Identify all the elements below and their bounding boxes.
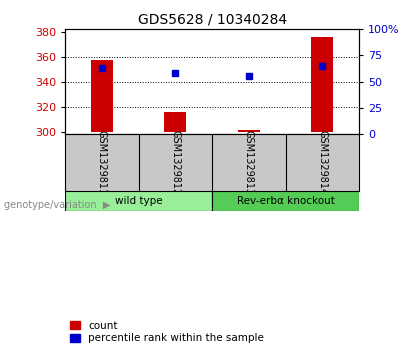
- Bar: [238, 130, 260, 132]
- Title: GDS5628 / 10340284: GDS5628 / 10340284: [137, 12, 287, 26]
- Bar: [164, 111, 186, 132]
- Text: GSM1329811: GSM1329811: [97, 130, 107, 195]
- Text: Rev-erbα knockout: Rev-erbα knockout: [236, 196, 335, 206]
- Bar: [311, 37, 333, 132]
- Bar: [91, 60, 113, 132]
- Bar: [212, 191, 359, 211]
- Text: GSM1329814: GSM1329814: [318, 130, 327, 195]
- Text: GSM1329813: GSM1329813: [244, 130, 254, 195]
- Legend: count, percentile rank within the sample: count, percentile rank within the sample: [70, 321, 264, 343]
- Bar: [65, 191, 212, 211]
- Text: GSM1329812: GSM1329812: [171, 130, 180, 195]
- Text: genotype/variation  ▶: genotype/variation ▶: [4, 200, 110, 210]
- Text: wild type: wild type: [115, 196, 163, 206]
